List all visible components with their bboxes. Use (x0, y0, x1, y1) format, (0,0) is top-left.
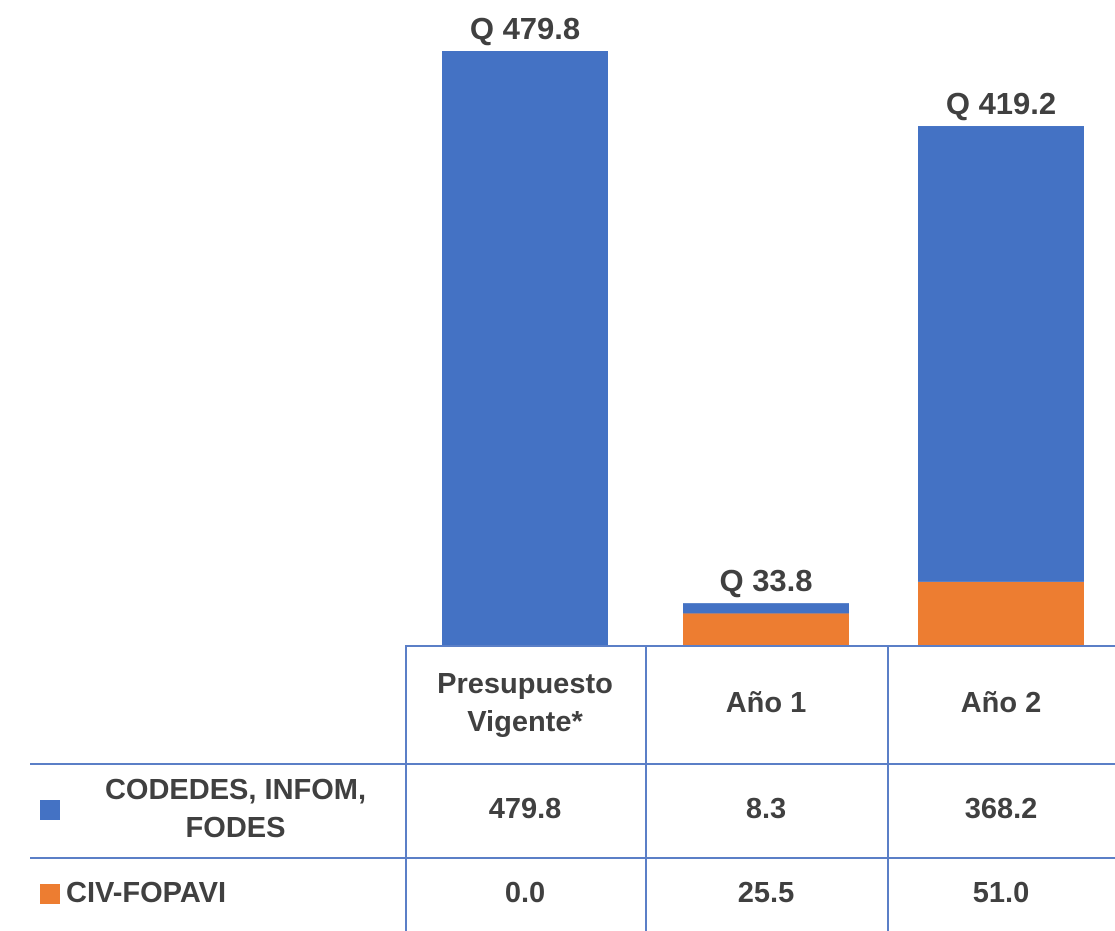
table-line (30, 763, 1115, 765)
legend-swatch (40, 884, 60, 904)
table-value: 479.8 (488, 793, 562, 826)
table-value: 368.2 (964, 793, 1038, 826)
legend-label: CIV-FOPAVI (66, 877, 227, 910)
bar-segment (442, 51, 608, 645)
legend-entry: CIV-FOPAVI (30, 857, 405, 931)
table-line (887, 645, 889, 931)
bar-segment (918, 126, 1084, 582)
total-label: Q 419.2 (946, 86, 1056, 121)
category-label: Año 2 (960, 687, 1042, 720)
table-value: 51.0 (972, 877, 1030, 910)
table-line (405, 645, 407, 931)
legend-swatch (40, 800, 60, 820)
bar-segment (683, 613, 849, 645)
bar-segment (918, 581, 1084, 645)
table-value: 25.5 (737, 877, 795, 910)
total-label: Q 479.8 (470, 11, 580, 46)
legend-entry: CODEDES, INFOM, FODES (30, 763, 405, 857)
table-value: 8.3 (745, 793, 787, 826)
category-label: Presupuesto Vigente* (437, 668, 613, 738)
legend-label: CODEDES, INFOM, FODES (104, 774, 366, 844)
table-value: 0.0 (504, 877, 546, 910)
category-label: Año 1 (725, 687, 807, 720)
table-line (405, 645, 1115, 647)
total-label: Q 33.8 (719, 563, 812, 598)
table-line (645, 645, 647, 931)
bar-segment (683, 603, 849, 614)
table-line (30, 857, 1115, 859)
